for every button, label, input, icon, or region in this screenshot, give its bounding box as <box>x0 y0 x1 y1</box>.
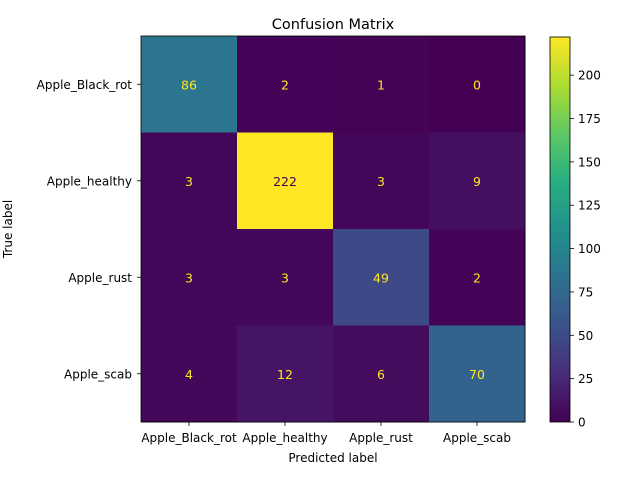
x-axis-ticks: Apple_Black_rot Apple_healthy Apple_rust Ap… <box>141 422 511 445</box>
cell-value-label: 3 <box>185 174 193 189</box>
matrix-cell <box>237 132 334 230</box>
cell-value-label: 0 <box>473 77 481 92</box>
y-tick-label: Apple_rust <box>68 271 132 285</box>
cell-value-label: 2 <box>473 270 481 285</box>
matrix-cell <box>141 325 238 423</box>
x-tick-label: Apple_Black_rot <box>141 431 237 445</box>
matrix-cell <box>237 229 334 326</box>
colorbar-tick-label: 25 <box>578 372 593 386</box>
cell-value-label: 12 <box>277 367 293 382</box>
cell-value-label: 222 <box>273 174 297 189</box>
cell-value-label: 3 <box>281 270 289 285</box>
cell-value-label: 3 <box>185 270 193 285</box>
matrix-cell <box>333 132 430 230</box>
matrix-cell <box>333 229 430 326</box>
y-tick-label: Apple_healthy <box>47 174 132 188</box>
cell-value-label: 86 <box>181 77 197 92</box>
y-axis-ticks: Apple_Black_rot Apple_healthy Apple_rust Ap… <box>37 78 141 381</box>
cell-value-label: 9 <box>473 174 481 189</box>
cell-value-label: 3 <box>377 174 385 189</box>
x-tick-label: Apple_rust <box>349 431 413 445</box>
y-tick-label: Apple_scab <box>64 367 132 381</box>
colorbar-tick-label: 50 <box>578 329 593 343</box>
matrix-cell <box>429 229 526 326</box>
colorbar-tick-label: 0 <box>578 416 586 430</box>
cell-value-label: 4 <box>185 367 193 382</box>
colorbar <box>549 36 571 423</box>
colorbar-tick-label: 100 <box>578 242 601 256</box>
colorbar-tick-label: 125 <box>578 199 601 213</box>
matrix-frame <box>140 35 526 423</box>
cell-value-label: 49 <box>373 270 389 285</box>
colorbar-tick-label: 175 <box>578 112 601 126</box>
cell-value-label: 2 <box>281 77 289 92</box>
matrix-cell <box>429 36 526 133</box>
colorbar-tick-label: 75 <box>578 285 593 299</box>
x-axis-label: Predicted label <box>288 451 377 465</box>
colorbar-ticks: 0 25 50 75 100 125 150 175 200 <box>570 69 601 430</box>
cell-value-label: 1 <box>377 77 385 92</box>
matrix-cell <box>237 36 334 133</box>
colorbar-tick-label: 200 <box>578 69 601 83</box>
matrix-cell <box>237 325 334 423</box>
matrix-cell <box>429 325 526 423</box>
x-tick-label: Apple_scab <box>443 431 511 445</box>
matrix-cell <box>333 36 430 133</box>
matrix-cell <box>141 36 238 133</box>
matrix-cell <box>141 132 238 230</box>
cell-value-label: 6 <box>377 367 385 382</box>
cell-value-label: 70 <box>469 367 485 382</box>
matrix-cells: 86 2 1 0 3 222 3 9 3 3 49 2 4 12 6 70 <box>141 36 526 423</box>
matrix-cell <box>333 325 430 423</box>
y-axis-label: True label <box>1 200 15 259</box>
chart-title: Confusion Matrix <box>272 17 395 33</box>
matrix-cell <box>429 132 526 230</box>
y-tick-label: Apple_Black_rot <box>37 78 133 92</box>
colorbar-tick-label: 150 <box>578 155 601 169</box>
x-tick-label: Apple_healthy <box>242 431 327 445</box>
matrix-cell <box>141 229 238 326</box>
